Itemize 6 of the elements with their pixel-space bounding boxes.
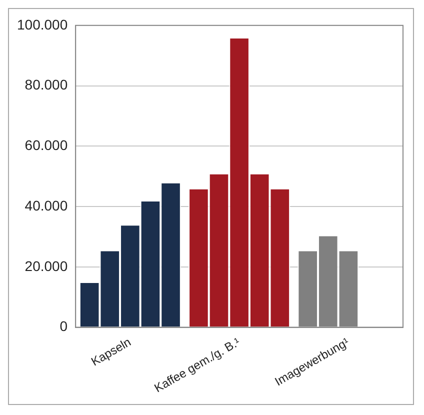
y-tick-label: 100.000 <box>16 16 68 32</box>
y-tick-label: 60.000 <box>24 137 68 154</box>
y-tick-label: 0 <box>60 318 68 334</box>
y-tick-label: 20.000 <box>24 258 68 274</box>
y-tick-label: 40.000 <box>24 197 68 214</box>
y-tick-label: 80.000 <box>24 76 68 93</box>
